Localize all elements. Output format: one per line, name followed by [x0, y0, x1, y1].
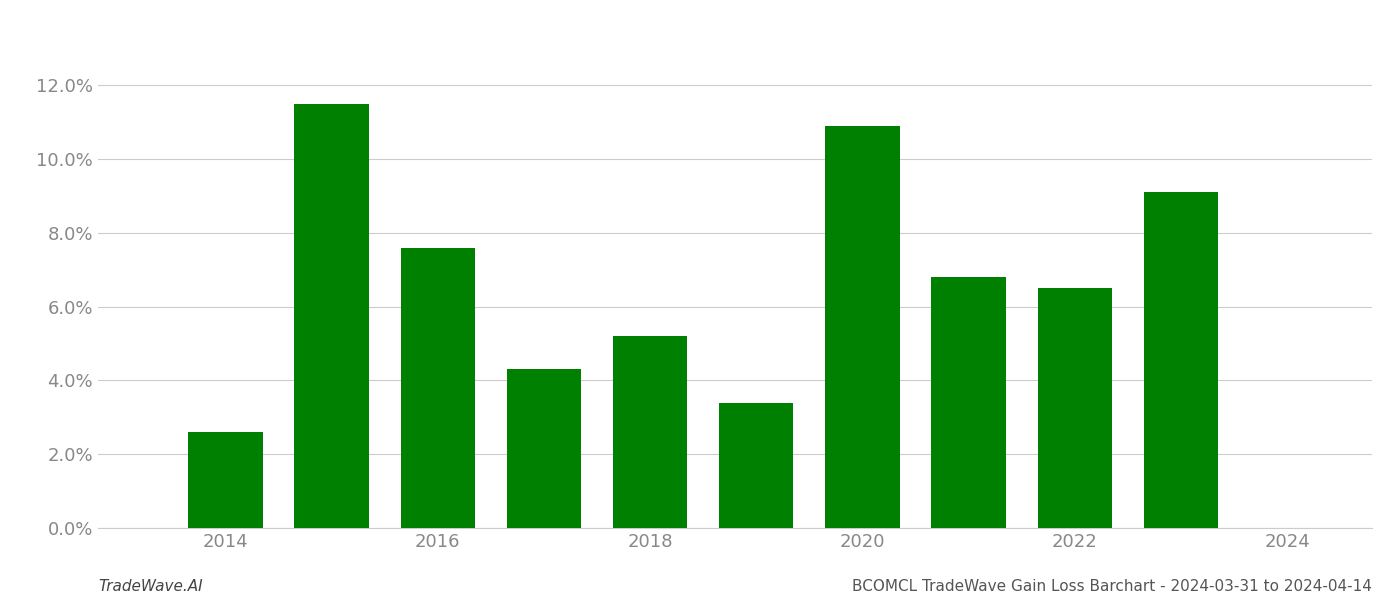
Bar: [825, 126, 900, 528]
Bar: [400, 248, 475, 528]
Text: BCOMCL TradeWave Gain Loss Barchart - 2024-03-31 to 2024-04-14: BCOMCL TradeWave Gain Loss Barchart - 20…: [853, 579, 1372, 594]
Bar: [1037, 288, 1112, 528]
Bar: [613, 336, 687, 528]
Bar: [1144, 193, 1218, 528]
Bar: [720, 403, 794, 528]
Text: TradeWave.AI: TradeWave.AI: [98, 579, 203, 594]
Bar: [931, 277, 1005, 528]
Bar: [294, 104, 368, 528]
Bar: [507, 370, 581, 528]
Bar: [188, 432, 263, 528]
